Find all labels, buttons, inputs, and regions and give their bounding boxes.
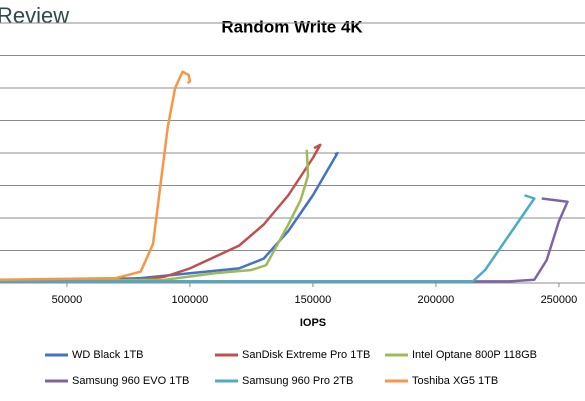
series-line — [0, 194, 536, 283]
series-line — [0, 149, 310, 283]
x-tick-label: 100000 — [172, 294, 209, 306]
chart-title: Random Write 4K — [221, 17, 363, 36]
legend-label: Samsung 960 EVO 1TB — [72, 375, 189, 387]
legend-label: Samsung 960 Pro 2TB — [242, 375, 353, 387]
x-tick-label: 250000 — [541, 294, 578, 306]
legend-label: SanDisk Extreme Pro 1TB — [242, 349, 370, 361]
x-axis-label: IOPS — [300, 317, 326, 329]
legend-label: Toshiba XG5 1TB — [412, 375, 498, 387]
series-line — [0, 70, 192, 281]
legend-label: WD Black 1TB — [72, 349, 144, 361]
x-tick-label: 150000 — [295, 294, 332, 306]
series-line — [0, 197, 569, 283]
legend-label: Intel Optane 800P 118GB — [412, 349, 537, 361]
logo: Review — [0, 3, 69, 28]
series-line — [0, 143, 322, 281]
x-tick-label: 200000 — [418, 294, 455, 306]
x-tick-label: 50000 — [52, 294, 83, 306]
series-line — [0, 151, 339, 281]
